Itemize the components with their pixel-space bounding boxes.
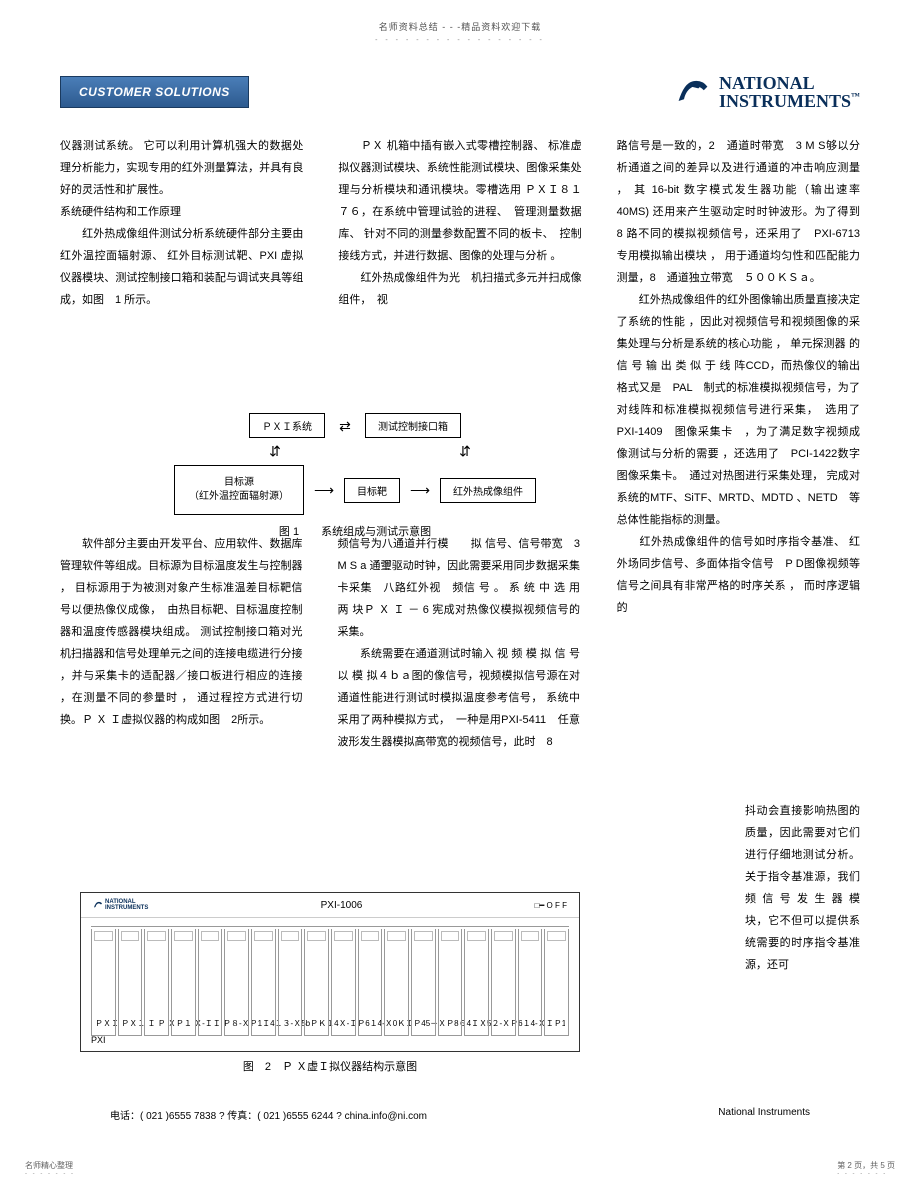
footer-line: 电话：( 021 )6555 7838 ? 传真：( 021 )6555 624… bbox=[110, 1107, 810, 1122]
bottom-left: 名师精心整理 - - - - - - - bbox=[25, 1160, 75, 1177]
pxi-slot bbox=[91, 929, 116, 1036]
pxi-slot bbox=[464, 929, 489, 1036]
arrow-icon: ⟶ bbox=[304, 483, 344, 497]
pxi-slot bbox=[384, 929, 409, 1036]
ni-logo-line1: NATIONAL bbox=[719, 74, 860, 92]
logo-row: CUSTOMER SOLUTIONS NATIONAL INSTRUMENTS™ bbox=[60, 74, 860, 110]
top-header: 名师资料总结 - - -精品资料欢迎下载 bbox=[60, 20, 860, 33]
arrow-down-icon: ⇵ bbox=[269, 446, 281, 457]
col3-full-text: 路信号是一致的，2 通道时带宽 3 M S够以分析通道之间的差异以及进行通道的冲… bbox=[617, 135, 860, 619]
pxi-slot bbox=[144, 929, 169, 1036]
diagram2-caption: 图 2 Ｐ Ｘ虚Ｉ拟仪器结构示意图 bbox=[70, 1058, 590, 1074]
dia1-ir-component: 红外热成像组件 bbox=[440, 478, 536, 503]
bottom-right-dots: - - - - - - - bbox=[837, 1171, 895, 1177]
pxi-model: PXI-1006 bbox=[321, 900, 363, 911]
col1-mid-text: 软件部分主要由开发平台、应用软件、数据库管理软件等组成。目标源为目标温度发生与控… bbox=[60, 533, 303, 731]
dia1-test-ctrl-box: 测试控制接口箱 bbox=[365, 413, 461, 438]
pxi-slot bbox=[278, 929, 303, 1036]
ni-logo-line2: INSTRUMENTS bbox=[719, 91, 851, 111]
pxi-slot bbox=[224, 929, 249, 1036]
arrow-icon: ⇄ bbox=[325, 419, 365, 433]
arrow-down-icon: ⇵ bbox=[459, 446, 471, 457]
bottom-left-dots: - - - - - - - bbox=[25, 1171, 75, 1177]
ni-eagle-icon bbox=[675, 74, 711, 110]
dia1-target-src: 目标源 （红外温控面辐射源） bbox=[174, 465, 304, 515]
bottom-right: 第 2 页，共 5 页 - - - - - - - bbox=[837, 1160, 895, 1177]
company-name: National Instruments bbox=[718, 1107, 810, 1122]
arrow-icon: ⟶ bbox=[400, 483, 440, 497]
diagram-1: ＰＸＩ系统 ⇄ 测试控制接口箱 ⇵ ⇵ 目标源 （红外温控面辐射源） ⟶ 目标靶… bbox=[120, 395, 590, 549]
pxi-slot bbox=[438, 929, 463, 1036]
customer-solutions-banner: CUSTOMER SOLUTIONS bbox=[60, 76, 249, 108]
mini-ni-logo: NATIONALINSTRUMENTS bbox=[93, 899, 148, 911]
pxi-chassis: NATIONALINSTRUMENTS PXI-1006 □━ O F F bbox=[80, 892, 580, 1052]
dia1-target: 目标靶 bbox=[344, 478, 400, 503]
diagram-2-wrapper: NATIONALINSTRUMENTS PXI-1006 □━ O F F bbox=[70, 880, 590, 1074]
pxi-slot bbox=[251, 929, 276, 1036]
pxi-slot bbox=[198, 929, 223, 1036]
right-narrow-text: 抖动会直接影响热图的质量，因此需要对它们进行仔细地测试分析。关于指令基准源，我们… bbox=[745, 800, 860, 976]
pxi-slot bbox=[358, 929, 383, 1036]
bottom-right-text: 第 2 页，共 5 页 bbox=[837, 1160, 895, 1171]
col2-top-text: ＰＸ 机箱中插有嵌入式零槽控制器、 标准虚拟仪器测试模块、系统性能测试模块、图像… bbox=[338, 135, 581, 311]
columns-mid: 软件部分主要由开发平台、应用软件、数据库管理软件等组成。目标源为目标温度发生与控… bbox=[60, 533, 580, 753]
pxi-slot bbox=[304, 929, 329, 1036]
dia1-pxi-system: ＰＸＩ系统 bbox=[249, 413, 325, 438]
pxi-slot bbox=[118, 929, 143, 1036]
top-dots: - - - - - - - - - - - - - - - - - bbox=[60, 37, 860, 44]
bottom-left-text: 名师精心整理 bbox=[25, 1160, 75, 1171]
col1-top-text: 仪器测试系统。 它可以利用计算机强大的数据处理分析能力，实现专用的红外测量算法，… bbox=[60, 135, 303, 311]
ni-logo: NATIONAL INSTRUMENTS™ bbox=[675, 74, 860, 110]
pxi-slot bbox=[544, 929, 569, 1036]
pxi-slot bbox=[518, 929, 543, 1036]
ni-tm: ™ bbox=[851, 91, 860, 101]
pxi-slot bbox=[331, 929, 356, 1036]
pxi-slot bbox=[491, 929, 516, 1036]
off-switch-icon: □━ bbox=[535, 901, 545, 910]
pxi-off-label: O F F bbox=[547, 901, 567, 910]
col2-mid-text: 频信号为八通道并行模 拟 信号、信号带宽 3 M S a 通瓕驱动时钟，因此需要… bbox=[338, 533, 581, 753]
pxi-slot bbox=[411, 929, 436, 1036]
pxi-slot bbox=[171, 929, 196, 1036]
contact-info: 电话：( 021 )6555 7838 ? 传真：( 021 )6555 624… bbox=[110, 1107, 427, 1122]
